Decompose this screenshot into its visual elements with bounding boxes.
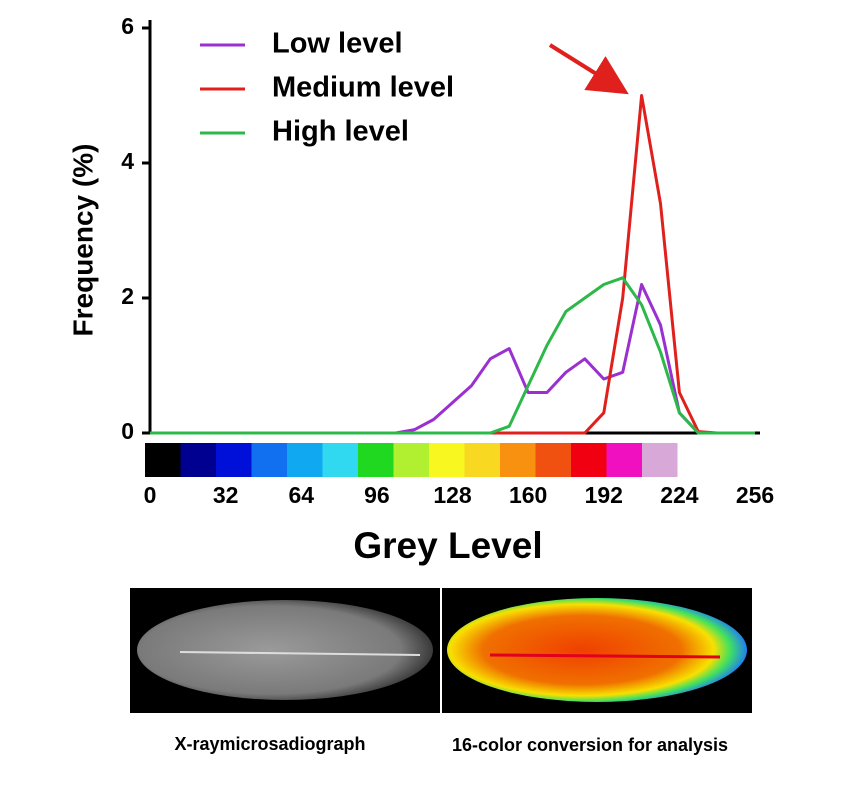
colorbar-cell xyxy=(500,443,536,477)
x-tick-label: 96 xyxy=(364,482,390,508)
colorbar-cell xyxy=(358,443,394,477)
x-tick-label: 192 xyxy=(585,482,623,508)
spine xyxy=(490,655,720,657)
colorbar-cell xyxy=(145,443,181,477)
y-tick-label: 4 xyxy=(121,148,134,174)
colorbar-cell xyxy=(394,443,430,477)
colorbar-cell xyxy=(323,443,359,477)
x-tick-label: 0 xyxy=(144,482,157,508)
x-axis-label: Grey Level xyxy=(353,525,542,566)
y-axis-label: Frequency (%) xyxy=(67,144,98,337)
x-tick-label: 64 xyxy=(288,482,314,508)
colorbar-cell xyxy=(287,443,323,477)
caption: 16-color conversion for analysis xyxy=(440,732,740,758)
colorbar-cell xyxy=(465,443,501,477)
x-tick-label: 128 xyxy=(433,482,472,508)
page: {"chart_data": {"type": "line", "x_label… xyxy=(0,0,841,794)
x-tick-label: 256 xyxy=(736,482,774,508)
caption-box: 16-color conversion for analysis xyxy=(440,732,740,787)
legend-label: Medium level xyxy=(272,72,454,104)
legend-label: High level xyxy=(272,116,409,148)
x-tick-label: 224 xyxy=(660,482,699,508)
y-tick-label: 6 xyxy=(121,13,134,39)
arrow xyxy=(550,45,622,90)
colorbar-cell xyxy=(252,443,288,477)
y-tick-label: 0 xyxy=(121,418,134,444)
colorbar-cell xyxy=(571,443,607,477)
fish xyxy=(137,600,433,700)
fish xyxy=(447,598,747,702)
x-tick-label: 160 xyxy=(509,482,547,508)
colorbar-cell xyxy=(642,443,678,477)
x-tick-label: 32 xyxy=(213,482,239,508)
colorbar-cell xyxy=(536,443,572,477)
series-line xyxy=(150,285,755,434)
caption: X-raymicrosadiograph xyxy=(174,734,365,754)
figure: Frequency (%) Grey Level X-raymicrosadio… xyxy=(0,0,841,794)
series-line xyxy=(150,96,755,434)
colorbar xyxy=(145,443,713,477)
colorbar-cell xyxy=(607,443,643,477)
colorbar-cell xyxy=(678,443,714,477)
colorbar-cell xyxy=(216,443,252,477)
y-tick-label: 2 xyxy=(121,283,134,309)
series-line xyxy=(150,278,755,433)
legend-label: Low level xyxy=(272,28,403,60)
colorbar-cell xyxy=(181,443,217,477)
colorbar-cell xyxy=(429,443,465,477)
